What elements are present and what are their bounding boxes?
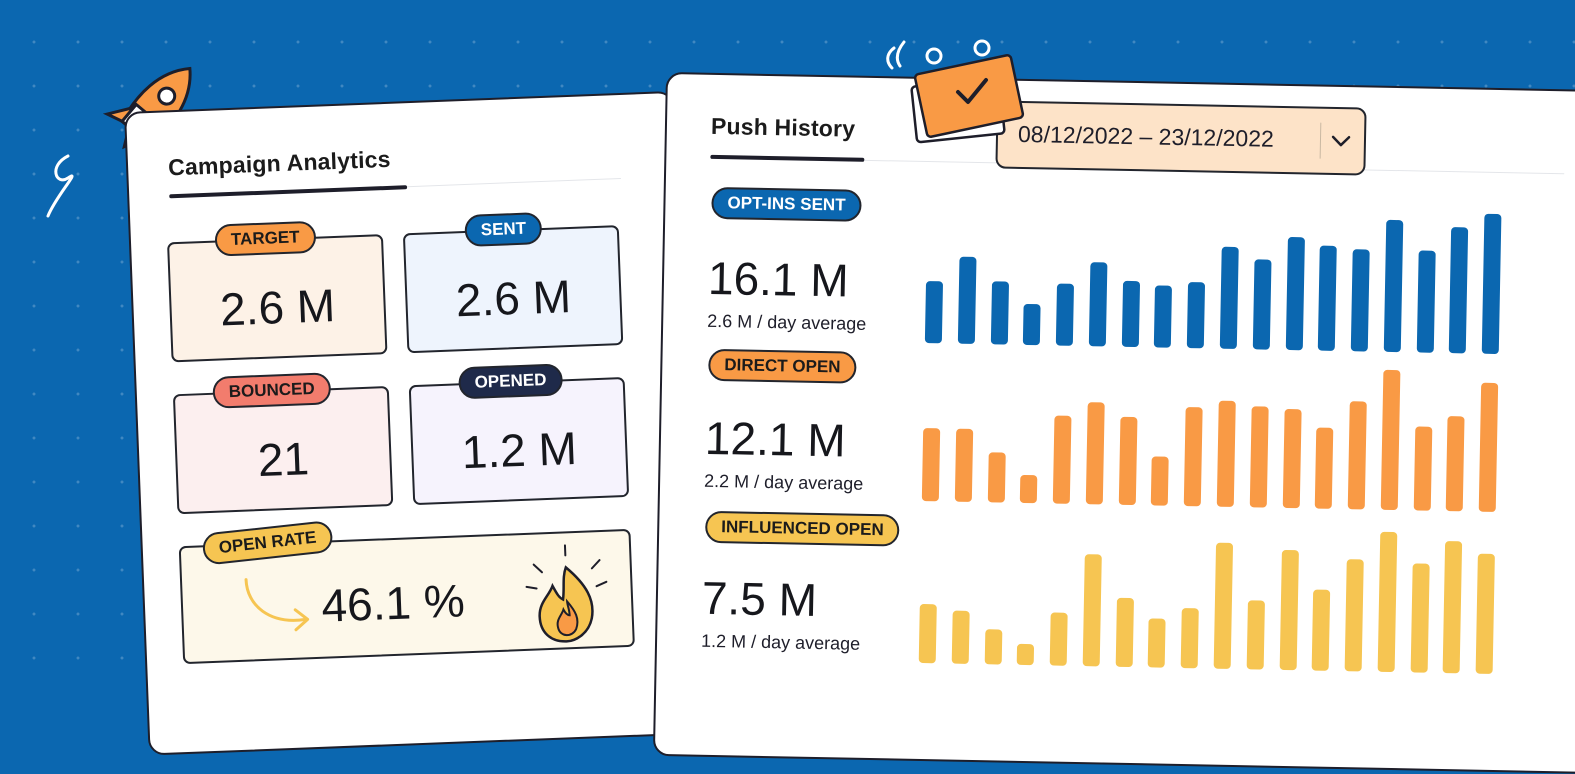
chart-bar	[1088, 262, 1108, 347]
chart-bar	[1279, 549, 1299, 671]
chart-bar	[1180, 608, 1200, 669]
chart-bar	[984, 629, 1002, 665]
sent-label: SENT	[464, 212, 543, 247]
chart-bar	[1151, 456, 1170, 506]
chart-bar	[1017, 643, 1035, 666]
calendar-icon	[886, 39, 1025, 144]
panel-title: Campaign Analytics	[167, 145, 392, 181]
chart-bar	[1315, 427, 1334, 509]
date-range-text: 08/12/2022 – 23/12/2022	[1017, 120, 1275, 152]
target-value: 2.6 M	[219, 279, 337, 336]
chart-bar	[1285, 236, 1305, 351]
chart-bar	[1082, 554, 1102, 667]
direct-open-label: DIRECT OPEN	[708, 348, 857, 384]
chart-bar	[1282, 408, 1302, 509]
bounced-value: 21	[256, 432, 311, 487]
chart-bar	[1377, 531, 1398, 673]
chart-bar	[990, 281, 1009, 345]
chart-bar	[1246, 600, 1265, 670]
chart-bar	[1311, 589, 1331, 671]
chart-bar	[957, 256, 977, 344]
chart-bar	[1213, 542, 1234, 669]
title-underline	[710, 154, 865, 162]
chart-bar	[921, 428, 941, 502]
chevron-down-icon[interactable]	[1330, 133, 1352, 149]
influenced-open-average: 1.2 M / day average	[700, 630, 861, 654]
opened-label: OPENED	[458, 363, 563, 400]
opened-value: 1.2 M	[460, 421, 578, 479]
chart-bar	[1252, 259, 1272, 350]
chart-bar	[1318, 245, 1338, 351]
opt-ins-sent-average: 2.6 M / day average	[707, 310, 867, 334]
chart-bar	[1118, 416, 1138, 506]
chart-bar	[1478, 382, 1499, 513]
chart-bar	[1216, 400, 1236, 507]
curved-arrow-icon	[244, 578, 310, 632]
sent-value: 2.6 M	[454, 269, 572, 327]
chart-bar	[987, 452, 1006, 503]
direct-open-chart	[921, 361, 1515, 513]
push-history-panel: Push History OPT-INS SENT 16.1 M 2.6 M /…	[652, 72, 1575, 774]
chart-bar	[1413, 426, 1432, 511]
chart-bar	[1416, 250, 1436, 353]
chart-bar	[1347, 401, 1367, 510]
direct-open-value: 12.1 M	[704, 411, 847, 467]
chart-bar	[1049, 612, 1068, 666]
date-range-selector[interactable]: 08/12/2022 – 23/12/2022	[995, 100, 1367, 176]
bounced-label: BOUNCED	[212, 372, 332, 409]
chart-bar	[918, 603, 937, 664]
divider	[407, 177, 621, 188]
chart-bar	[1410, 563, 1430, 673]
title-underline	[169, 185, 408, 199]
opt-ins-sent-value: 16.1 M	[707, 251, 850, 307]
influenced-open-value: 7.5 M	[701, 571, 818, 626]
chart-bar	[1475, 553, 1496, 674]
chart-bar	[1446, 416, 1465, 512]
chart-bar	[1187, 282, 1206, 349]
chart-bar	[1023, 303, 1041, 346]
chart-bar	[954, 428, 973, 502]
opt-ins-sent-label: OPT-INS SENT	[711, 186, 862, 222]
open-rate-card: 46.1 %	[178, 528, 635, 665]
chart-bar	[1443, 541, 1463, 674]
chart-bar	[924, 281, 944, 344]
fire-icon	[525, 544, 608, 643]
chart-bar	[1085, 402, 1105, 505]
influenced-open-chart	[918, 523, 1512, 674]
influenced-open-label: INFLUENCED OPEN	[704, 510, 901, 547]
chart-bar	[1350, 249, 1370, 352]
opt-ins-sent-chart	[924, 203, 1518, 355]
campaign-analytics-panel: Campaign Analytics 2.6 M TARGET 2.6 M SE…	[124, 90, 699, 756]
chart-bar	[1380, 369, 1401, 511]
chart-bar	[1121, 280, 1140, 348]
target-label: TARGET	[214, 220, 317, 257]
chart-bar	[1449, 227, 1469, 354]
chart-bar	[1055, 283, 1075, 346]
chart-bar	[1481, 213, 1502, 355]
chart-bar	[1183, 407, 1203, 507]
panel-title: Push History	[710, 112, 856, 142]
chart-bar	[1148, 618, 1167, 668]
chart-bar	[1115, 597, 1134, 668]
chart-bar	[1383, 219, 1404, 353]
chart-bar	[1344, 559, 1364, 672]
chart-bar	[951, 610, 970, 664]
chart-bar	[1052, 415, 1072, 504]
chart-bar	[1219, 246, 1239, 350]
chart-bar	[1154, 285, 1173, 348]
chart-bar	[1020, 474, 1038, 504]
chart-bar	[1249, 406, 1269, 508]
date-separator	[1319, 122, 1322, 159]
direct-open-average: 2.2 M / day average	[703, 470, 864, 494]
